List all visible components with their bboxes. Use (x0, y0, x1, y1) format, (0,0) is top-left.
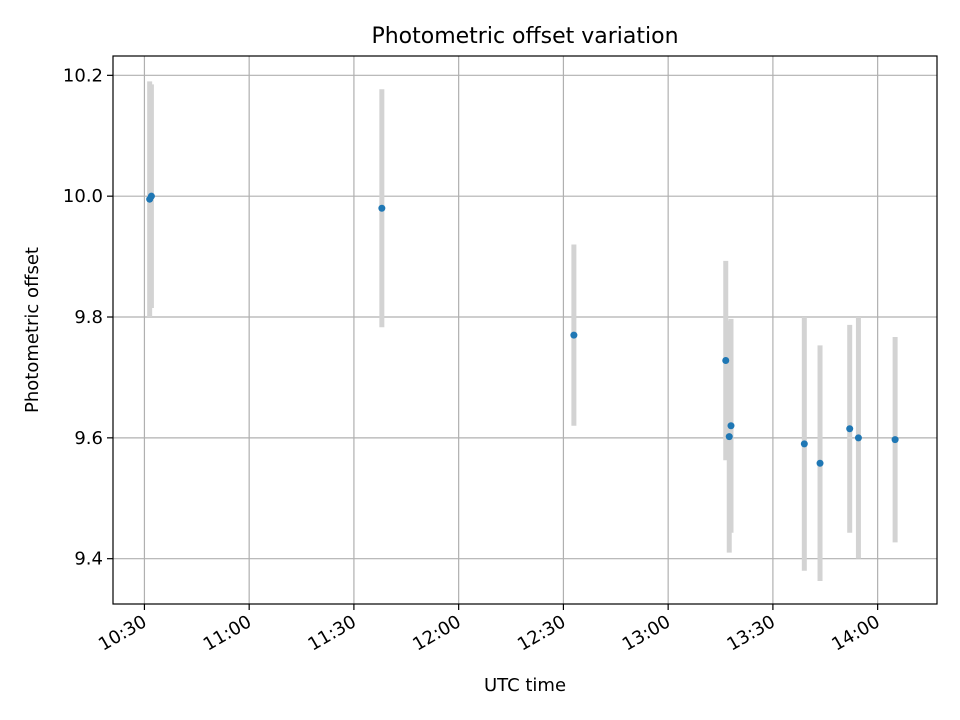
data-points (146, 192, 899, 467)
data-point (854, 434, 862, 442)
data-point (846, 425, 854, 433)
x-tick-label: 11:00 (200, 611, 255, 655)
x-tick-label: 10:30 (95, 611, 150, 655)
y-tick-label: 9.6 (74, 428, 103, 449)
x-tick-label: 11:30 (305, 611, 360, 655)
data-point (147, 192, 155, 200)
data-point (722, 357, 730, 365)
x-tick-label: 13:00 (619, 611, 674, 655)
data-point (725, 433, 733, 441)
y-tick-label: 10.0 (63, 186, 103, 207)
y-tick-label: 9.8 (74, 307, 103, 328)
x-axis-label: UTC time (484, 675, 566, 696)
data-point (800, 440, 808, 448)
y-tick-label: 9.4 (74, 549, 103, 570)
x-tick-label: 13:30 (724, 611, 779, 655)
grid (113, 56, 937, 604)
x-tick-label: 12:00 (409, 611, 464, 655)
chart-title: Photometric offset variation (371, 24, 678, 49)
data-point (891, 436, 899, 444)
data-point (378, 204, 386, 212)
y-tick-label: 10.2 (63, 65, 103, 86)
y-axis-label: Photometric offset (22, 247, 43, 413)
x-tick-label: 14:00 (828, 611, 883, 655)
plot-frame (112, 55, 938, 605)
x-tick-label: 12:30 (514, 611, 569, 655)
data-point (727, 422, 735, 430)
x-axis-ticks: 10:30 11:00 11:30 12:00 12:30 13:00 13:30 14:00 (95, 604, 884, 655)
error-bars (147, 81, 898, 582)
y-axis-ticks: 9.4 9.6 9.8 10.0 10.2 (63, 65, 113, 570)
data-point (570, 331, 578, 339)
data-point (816, 459, 824, 467)
